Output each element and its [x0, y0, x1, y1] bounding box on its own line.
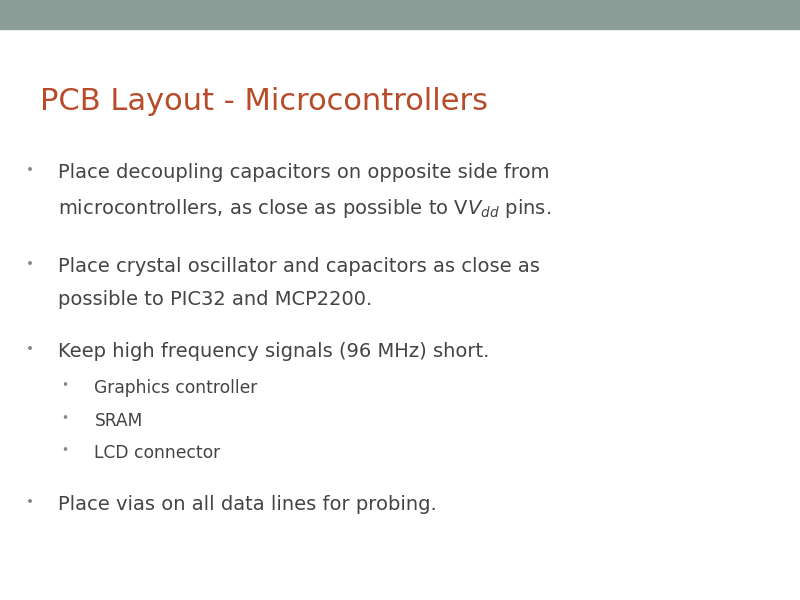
Text: Place vias on all data lines for probing.: Place vias on all data lines for probing… [58, 495, 436, 514]
Text: •: • [26, 163, 34, 177]
Text: Keep high frequency signals (96 MHz) short.: Keep high frequency signals (96 MHz) sho… [58, 342, 489, 361]
Text: •: • [26, 257, 34, 271]
Text: microcontrollers, as close as possible to V$V_{dd}$ pins.: microcontrollers, as close as possible t… [58, 197, 550, 220]
Text: Place crystal oscillator and capacitors as close as: Place crystal oscillator and capacitors … [58, 257, 539, 276]
Text: Place decoupling capacitors on opposite side from: Place decoupling capacitors on opposite … [58, 163, 549, 182]
Text: SRAM: SRAM [94, 412, 142, 430]
Text: PCB Layout - Microcontrollers: PCB Layout - Microcontrollers [40, 87, 488, 116]
Text: •: • [62, 412, 69, 425]
Bar [0, 0, 800, 29]
Text: •: • [26, 342, 34, 356]
Text: •: • [62, 379, 69, 392]
Text: •: • [62, 444, 69, 457]
Text: LCD connector: LCD connector [94, 444, 221, 462]
Text: possible to PIC32 and MCP2200.: possible to PIC32 and MCP2200. [58, 290, 372, 310]
Text: •: • [26, 495, 34, 509]
Text: Graphics controller: Graphics controller [94, 379, 258, 397]
